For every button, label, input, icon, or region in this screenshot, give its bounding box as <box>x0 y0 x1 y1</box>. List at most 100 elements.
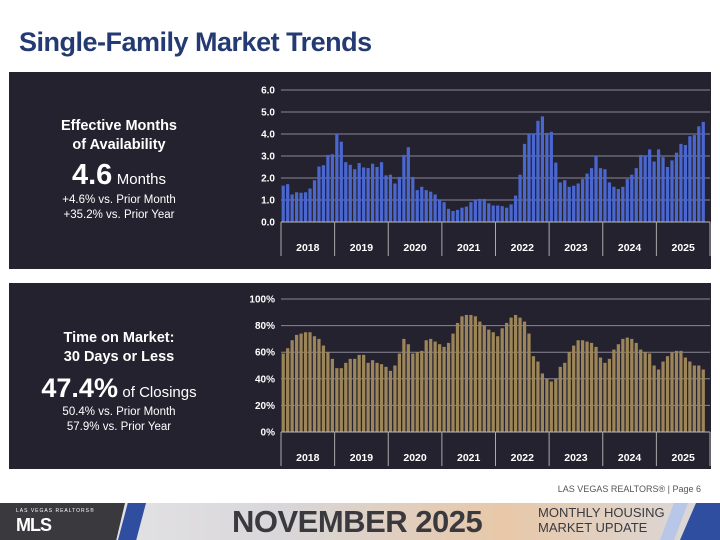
y-tick-label: 1.0 <box>261 196 275 207</box>
bar <box>531 134 536 222</box>
x-tick-label: 2021 <box>457 452 481 464</box>
bar <box>303 192 308 222</box>
bar <box>567 186 571 222</box>
bar <box>639 154 643 222</box>
bar <box>424 340 428 432</box>
bar <box>674 350 679 432</box>
bar <box>581 179 585 222</box>
bar <box>295 334 299 432</box>
bar <box>411 353 415 432</box>
bar <box>540 373 545 432</box>
bar <box>438 344 442 432</box>
bar <box>692 365 696 432</box>
bar <box>411 176 415 222</box>
bar <box>531 356 536 432</box>
bar <box>603 362 607 432</box>
bar <box>446 342 451 432</box>
bar <box>397 353 402 432</box>
bar <box>563 180 567 222</box>
bar <box>384 175 388 222</box>
bar <box>567 352 571 432</box>
bar <box>402 338 406 432</box>
bar <box>335 368 339 432</box>
bar <box>339 141 343 222</box>
bar <box>648 149 652 222</box>
bar <box>353 169 357 222</box>
bar <box>621 338 625 432</box>
bar <box>478 321 482 432</box>
y-tick-label: 6.0 <box>261 86 275 97</box>
bar <box>299 333 303 432</box>
bar <box>554 378 558 432</box>
bar <box>429 191 433 222</box>
bar <box>634 168 638 222</box>
x-tick-label: 2023 <box>564 452 588 464</box>
bar <box>661 361 665 432</box>
x-tick-label: 2021 <box>457 242 481 254</box>
bar <box>357 354 361 432</box>
report-subtitle: MONTHLY HOUSING MARKET UPDATE <box>538 505 665 535</box>
bar <box>598 357 603 432</box>
bar <box>513 314 518 432</box>
page-footnote: LAS VEGAS REALTORS® | Page 6 <box>557 484 701 494</box>
bar <box>701 121 705 222</box>
bar <box>317 166 321 222</box>
bar <box>630 174 634 222</box>
bar <box>370 360 375 432</box>
bar <box>527 333 531 432</box>
x-tick-label: 2019 <box>350 242 374 254</box>
bar <box>312 180 317 222</box>
x-tick-label: 2025 <box>672 452 696 464</box>
bar <box>621 186 625 222</box>
bar <box>415 190 419 222</box>
big-value: 4.6 <box>72 159 113 191</box>
bar <box>348 164 352 222</box>
bar <box>549 131 553 222</box>
x-tick-label: 2018 <box>296 242 320 254</box>
bar <box>473 200 477 222</box>
bar <box>487 329 491 432</box>
bar <box>290 340 294 432</box>
bar <box>281 353 285 432</box>
bar <box>581 340 585 432</box>
months-availability-panel: Effective Months of Availability 4.6 Mon… <box>9 72 711 269</box>
bar <box>652 161 656 222</box>
bar <box>594 346 598 432</box>
bar <box>420 186 424 222</box>
bar <box>281 185 285 222</box>
bar <box>656 369 661 432</box>
bar <box>326 352 330 432</box>
bar <box>303 332 308 432</box>
bar <box>335 134 339 222</box>
bar <box>679 143 683 222</box>
bar <box>384 366 388 432</box>
bar <box>406 344 410 432</box>
bar <box>379 364 384 432</box>
bar <box>286 348 290 432</box>
bar <box>393 365 397 432</box>
x-tick-label: 2024 <box>618 452 642 464</box>
bar <box>603 169 607 222</box>
bar <box>513 195 518 222</box>
bar <box>563 362 567 432</box>
x-tick-label: 2019 <box>350 452 374 464</box>
y-tick-label: 100% <box>249 295 275 306</box>
bar <box>478 198 482 222</box>
bar <box>630 338 634 432</box>
bar <box>572 345 576 432</box>
bar <box>370 163 375 222</box>
heading-line: Time on Market: <box>63 330 175 346</box>
heading-line: Effective Months <box>60 118 177 134</box>
bar <box>348 358 352 432</box>
bar <box>589 342 594 432</box>
bar <box>540 116 545 222</box>
bar <box>469 314 473 432</box>
months-availability-chart: 0.0 1.0 2.0 3.0 4.0 5.0 6.0 2018 2019 2020 2021 202… <box>261 86 711 256</box>
bar <box>424 190 428 222</box>
bar <box>496 205 500 222</box>
bar <box>545 378 549 432</box>
bar <box>353 358 357 432</box>
bar <box>429 338 433 432</box>
bar <box>616 344 620 432</box>
unit: of Closings <box>122 384 197 401</box>
